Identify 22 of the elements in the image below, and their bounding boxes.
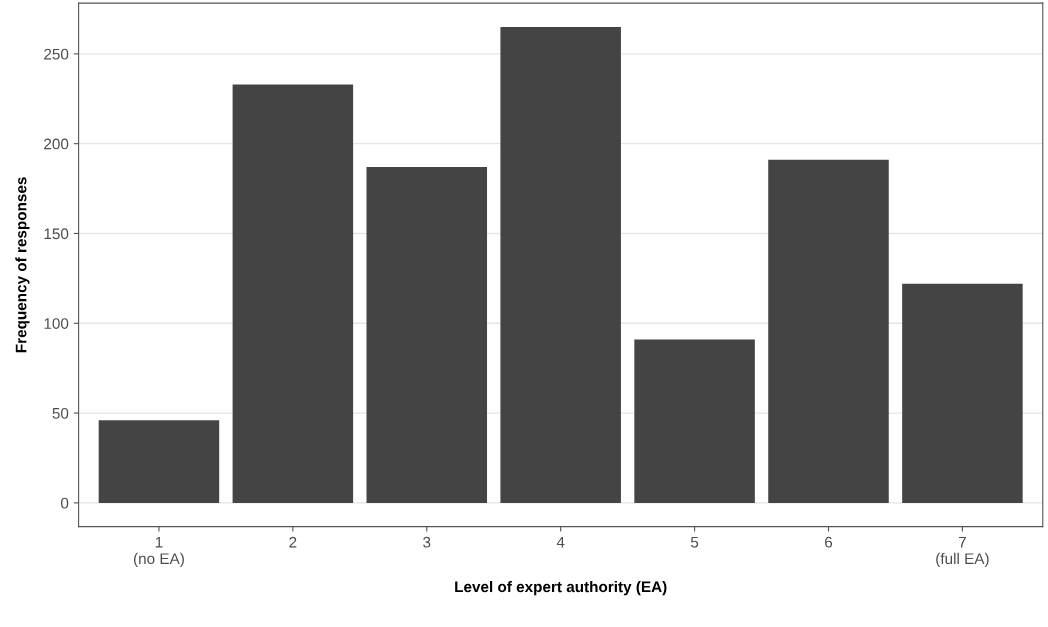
y-axis-title: Frequency of responses [15, 177, 30, 353]
y-tick-label: 150 [44, 228, 69, 240]
y-tick-label: 250 [44, 48, 69, 60]
y-tick-label: 0 [60, 497, 69, 509]
x-tick-label: 5 [690, 536, 699, 548]
bar [768, 159, 889, 503]
x-tick-label: 7 (full EA) [936, 536, 989, 568]
y-tick-label: 50 [52, 407, 69, 419]
y-tick-label: 200 [44, 138, 69, 150]
y-tick-label: 100 [44, 318, 69, 329]
bar [98, 420, 220, 503]
x-tick-label: 1 (no EA) [134, 536, 184, 568]
x-tick-label: 3 [423, 536, 431, 548]
x-axis-title: Level of expert authority (EA) [455, 580, 667, 596]
bar [232, 84, 354, 503]
bar [902, 283, 1023, 503]
x-tick-label: 4 [556, 536, 565, 548]
bar [500, 26, 621, 503]
bar [634, 339, 755, 503]
x-tick-label: 2 [289, 536, 297, 548]
x-tick-label: 6 [825, 536, 833, 548]
bar [366, 167, 488, 503]
